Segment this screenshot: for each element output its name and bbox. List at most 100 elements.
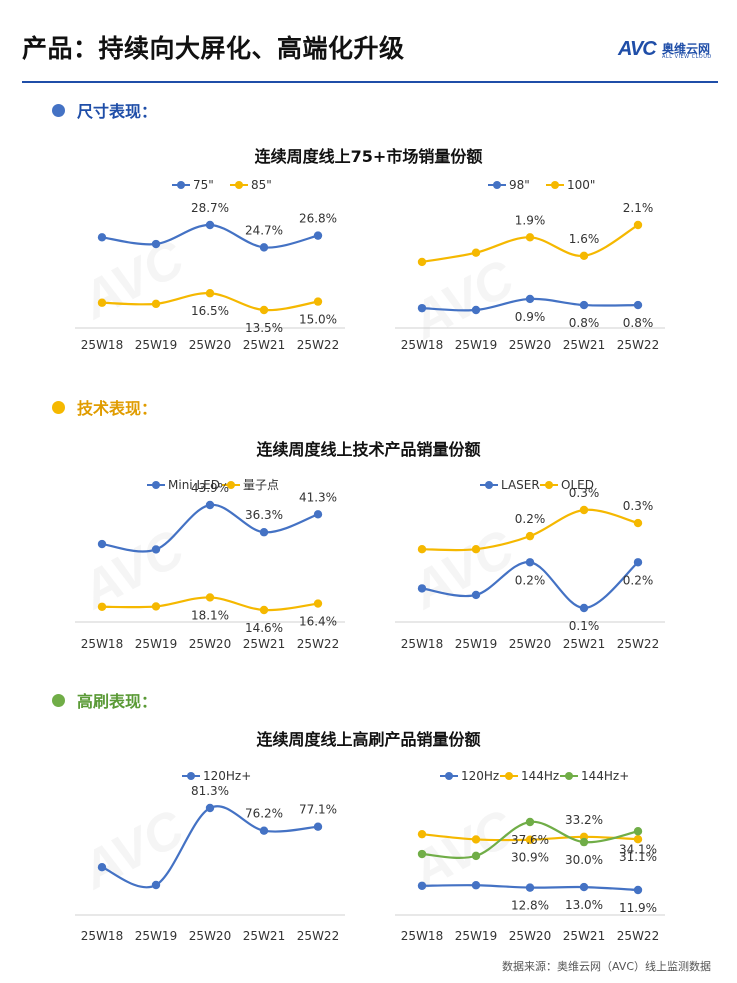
x-tick-label: 25W19: [135, 338, 177, 352]
data-label: 16.5%: [191, 304, 229, 318]
data-point: [205, 593, 215, 602]
data-label: 16.4%: [299, 615, 337, 629]
data-point: [417, 849, 427, 859]
legend-swatch-marker: [445, 772, 453, 780]
x-tick-label: 25W22: [297, 637, 339, 651]
x-tick-label: 25W21: [243, 338, 285, 352]
legend-label: OLED: [561, 478, 594, 492]
data-label: 81.3%: [191, 784, 229, 798]
data-point: [525, 531, 535, 541]
legend-swatch-marker: [227, 481, 235, 489]
legend-swatch-marker: [177, 181, 185, 189]
data-point: [417, 881, 427, 890]
x-tick-label: 25W22: [617, 338, 659, 352]
legend-swatch-marker: [545, 481, 553, 489]
data-point: [579, 251, 589, 260]
x-tick-label: 25W21: [563, 929, 605, 943]
x-tick-label: 25W18: [401, 929, 443, 943]
data-point: [471, 881, 481, 890]
x-tick-label: 25W21: [243, 637, 285, 651]
data-point: [579, 837, 589, 847]
data-label: 1.6%: [569, 232, 600, 246]
data-point: [579, 505, 589, 515]
data-point: [417, 303, 427, 313]
data-point: [259, 528, 269, 537]
x-tick-label: 25W20: [189, 637, 231, 651]
legend-label: 144Hz: [521, 769, 559, 783]
data-point: [417, 584, 427, 593]
logo-mark: AVC: [618, 38, 657, 60]
data-label: 0.1%: [569, 619, 600, 633]
section-refresh: 高刷表现：: [52, 688, 157, 712]
section-bullet: [52, 400, 65, 414]
x-tick-label: 25W18: [81, 338, 123, 352]
section-label: 高刷表现：: [77, 692, 158, 711]
data-point: [97, 298, 107, 307]
page-title: 产品：持续向大屏化、高端化升级: [22, 34, 405, 63]
legend-swatch-marker: [485, 481, 493, 489]
data-point: [313, 297, 323, 306]
data-point: [151, 239, 161, 249]
section-label: 尺寸表现：: [77, 102, 158, 121]
data-point: [471, 305, 481, 315]
data-point: [525, 817, 535, 827]
data-point: [417, 545, 427, 554]
data-label: 36.3%: [245, 508, 283, 522]
section-bullet: [52, 693, 65, 707]
data-point: [525, 883, 535, 892]
legend-label: Mini LED: [168, 478, 220, 492]
x-tick-label: 25W18: [81, 637, 123, 651]
x-tick-label: 25W19: [135, 929, 177, 943]
data-point: [471, 851, 481, 861]
data-point: [633, 558, 643, 567]
data-label: 41.3%: [299, 490, 337, 504]
data-label: 13.5%: [245, 321, 283, 335]
series-line: [421, 224, 639, 264]
data-label: 0.8%: [569, 316, 600, 330]
data-point: [579, 882, 589, 892]
data-point: [97, 233, 107, 242]
data-point: [97, 862, 107, 872]
header-divider: [22, 81, 718, 83]
series-line: [101, 805, 319, 889]
data-point: [313, 822, 323, 831]
data-label: 0.9%: [515, 310, 546, 324]
x-tick-label: 25W22: [617, 929, 659, 943]
data-label: 77.1%: [299, 803, 337, 817]
legend-label: LASER: [501, 478, 540, 492]
x-tick-label: 25W21: [243, 929, 285, 943]
legend-label: 98": [509, 178, 530, 192]
data-label: 43.9%: [191, 481, 229, 495]
data-label: 28.7%: [191, 201, 229, 215]
data-point: [417, 829, 427, 839]
data-point: [525, 835, 535, 844]
chart-title-refresh: 连续周度线上高刷产品销量份额: [256, 730, 481, 749]
x-tick-label: 25W18: [401, 637, 443, 651]
data-label: 31.1%: [619, 850, 657, 864]
legend-label: 100": [567, 178, 595, 192]
data-point: [313, 231, 323, 240]
data-point: [259, 605, 269, 615]
x-tick-label: 25W19: [135, 637, 177, 651]
legend-label: 144Hz+: [581, 769, 629, 783]
data-point: [471, 835, 481, 844]
x-tick-label: 25W20: [189, 929, 231, 943]
data-point: [471, 590, 481, 600]
data-label: 1.9%: [515, 213, 546, 227]
legend-swatch-marker: [187, 772, 195, 780]
data-source: 数据来源：奥维云网（AVC）线上监测数据: [501, 960, 711, 973]
data-point: [259, 305, 269, 315]
legend-swatch-marker: [551, 181, 559, 189]
data-point: [633, 300, 643, 310]
data-point: [151, 880, 161, 890]
data-label: 18.1%: [191, 608, 229, 622]
data-point: [417, 257, 427, 267]
data-point: [205, 803, 215, 813]
x-tick-label: 25W20: [509, 338, 551, 352]
data-point: [525, 233, 535, 242]
data-label: 30.0%: [565, 853, 603, 867]
legend-label: 75": [193, 178, 214, 192]
data-point: [471, 248, 481, 257]
data-point: [633, 827, 643, 836]
x-tick-label: 25W18: [401, 338, 443, 352]
